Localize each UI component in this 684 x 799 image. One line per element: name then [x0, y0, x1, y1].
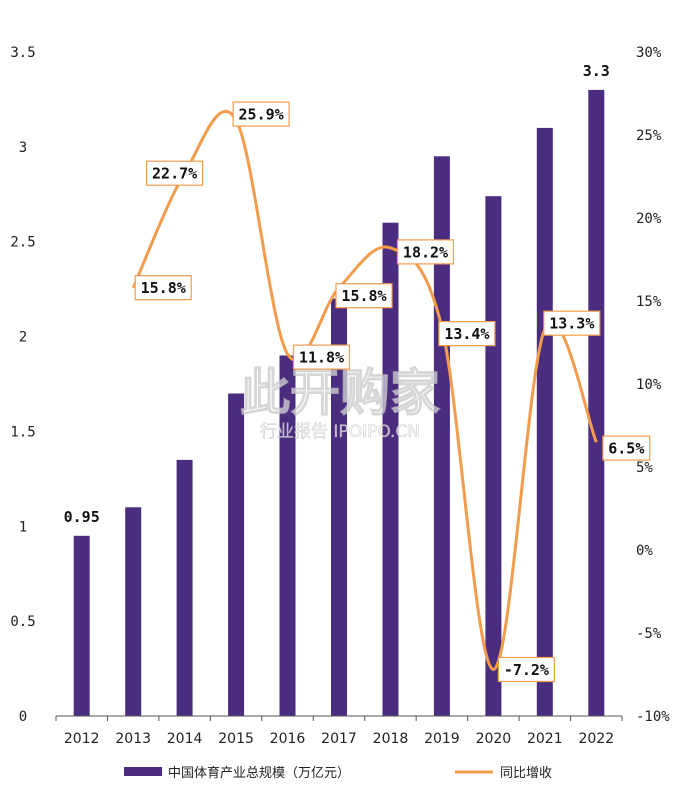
bar-2020	[485, 196, 502, 716]
y-right-tick-label: 10%	[636, 377, 662, 393]
legend-bar-swatch	[124, 767, 162, 776]
x-tick-label: 2022	[578, 731, 614, 747]
line-label-box	[335, 283, 393, 309]
y-right-tick-label: 0%	[636, 543, 653, 559]
line-label-box	[602, 435, 651, 461]
bar-2017	[331, 298, 347, 716]
watermark: 此开购家 行业报告 IPOIPO.CN	[239, 363, 440, 442]
line-label-2021: 13.3%	[543, 310, 601, 336]
y-left-tick-label: 3.5	[10, 45, 35, 61]
bar-2019	[433, 156, 450, 717]
line-label-text: 22.7%	[152, 165, 197, 183]
line-label-2022: 6.5%	[602, 435, 651, 461]
x-axis: 2012 2013 2014 2015 2016 2017 2018 2019 2020 2021…	[55, 715, 623, 747]
y-right-tick-label: 30%	[636, 45, 662, 61]
y-left-tick-label: 3	[19, 140, 27, 156]
legend-bar-label: 中国体育产业总规模（万亿元）	[168, 765, 350, 781]
x-tick-label: 2019	[424, 731, 460, 747]
line-label-box	[497, 656, 555, 683]
line-label-box	[543, 310, 601, 336]
y-right-tick-label: -5%	[636, 626, 662, 642]
line-label-box	[134, 275, 192, 301]
line-label-2013: 15.8%	[134, 275, 192, 301]
growth-line	[131, 110, 598, 671]
line-label-2018: 18.2%	[396, 239, 455, 265]
watermark-sub: 行业报告 IPOIPO.CN	[260, 422, 420, 442]
y-left-tick-label: 1.5	[10, 424, 35, 440]
x-tick-label: 2014	[167, 731, 203, 747]
line-label-box	[396, 239, 455, 265]
x-tick-label: 2017	[321, 731, 357, 747]
line-label-text: 15.8%	[141, 279, 186, 297]
bar-data-labels: 0.95 3.3	[64, 62, 610, 526]
bar-2012	[73, 535, 90, 716]
line-label-text: 15.8%	[341, 287, 386, 305]
line-label-text: 18.2%	[403, 243, 448, 261]
line-label-text: 25.9%	[239, 106, 284, 124]
line-label-text: -7.2%	[504, 661, 549, 679]
y-left-tick-label: 0.5	[10, 614, 35, 630]
line-label-2020: -7.2%	[497, 656, 555, 683]
y-left-tick-label: 1	[19, 519, 27, 535]
x-tick-label: 2021	[527, 731, 563, 747]
x-tick-label: 2015	[218, 731, 254, 747]
x-tick-label: 2018	[373, 731, 409, 747]
line-label-text: 6.5%	[608, 440, 644, 458]
y-right-tick-label: 5%	[636, 460, 653, 476]
line-label-2019: 13.4%	[438, 321, 496, 347]
line-label-box	[292, 344, 351, 370]
bar-label-2012: 0.95	[64, 508, 100, 526]
bar-2014	[176, 459, 193, 716]
line-label-2017: 15.8%	[335, 283, 393, 309]
x-tick-label: 2020	[476, 731, 512, 747]
line-label-box	[438, 321, 496, 347]
y-right-tick-label: 15%	[636, 294, 662, 310]
line-label-text: 11.8%	[299, 349, 344, 367]
watermark-main: 此开购家	[240, 364, 440, 422]
x-tick-label: 2012	[64, 731, 100, 747]
bar-label-2022: 3.3	[583, 62, 610, 80]
legend-line-label: 同比增收	[500, 766, 552, 781]
y-left-tick-label: 2	[19, 330, 27, 346]
line-label-2014: 22.7%	[146, 160, 204, 186]
legend: 中国体育产业总规模（万亿元） 同比增收	[124, 765, 552, 781]
y-right-tick-label: 20%	[636, 211, 662, 227]
line-series	[131, 110, 598, 671]
bar-2021	[536, 127, 553, 716]
bar-2015	[228, 393, 245, 716]
y-right-tick-label: 25%	[636, 128, 662, 144]
line-label-box	[232, 101, 290, 127]
bar-2016	[279, 355, 296, 716]
line-label-2016: 11.8%	[292, 344, 351, 370]
line-data-labels: 15.8% 22.7% 25.9% 11.8% 15.8% 18.2% 13.4% -7.2%…	[134, 101, 651, 683]
y-axis-left: 0 0.5 1 1.5 2 2.5 3 3.5	[10, 45, 35, 725]
y-left-tick-label: 2.5	[10, 235, 35, 251]
bar-2022	[588, 89, 605, 716]
bar-2013	[125, 507, 142, 716]
line-label-text: 13.3%	[549, 315, 594, 333]
x-tick-label: 2016	[270, 731, 306, 747]
bar-2018	[382, 222, 399, 716]
line-label-2015: 25.9%	[232, 101, 290, 127]
line-label-box	[146, 160, 204, 186]
x-tick-label: 2013	[115, 731, 151, 747]
y-right-tick-label: -10%	[636, 709, 670, 725]
y-left-tick-label: 0	[19, 709, 27, 725]
y-axis-right: -10% -5% 0% 5% 10% 15% 20% 25% 30%	[636, 45, 670, 725]
line-label-text: 13.4%	[444, 325, 489, 343]
